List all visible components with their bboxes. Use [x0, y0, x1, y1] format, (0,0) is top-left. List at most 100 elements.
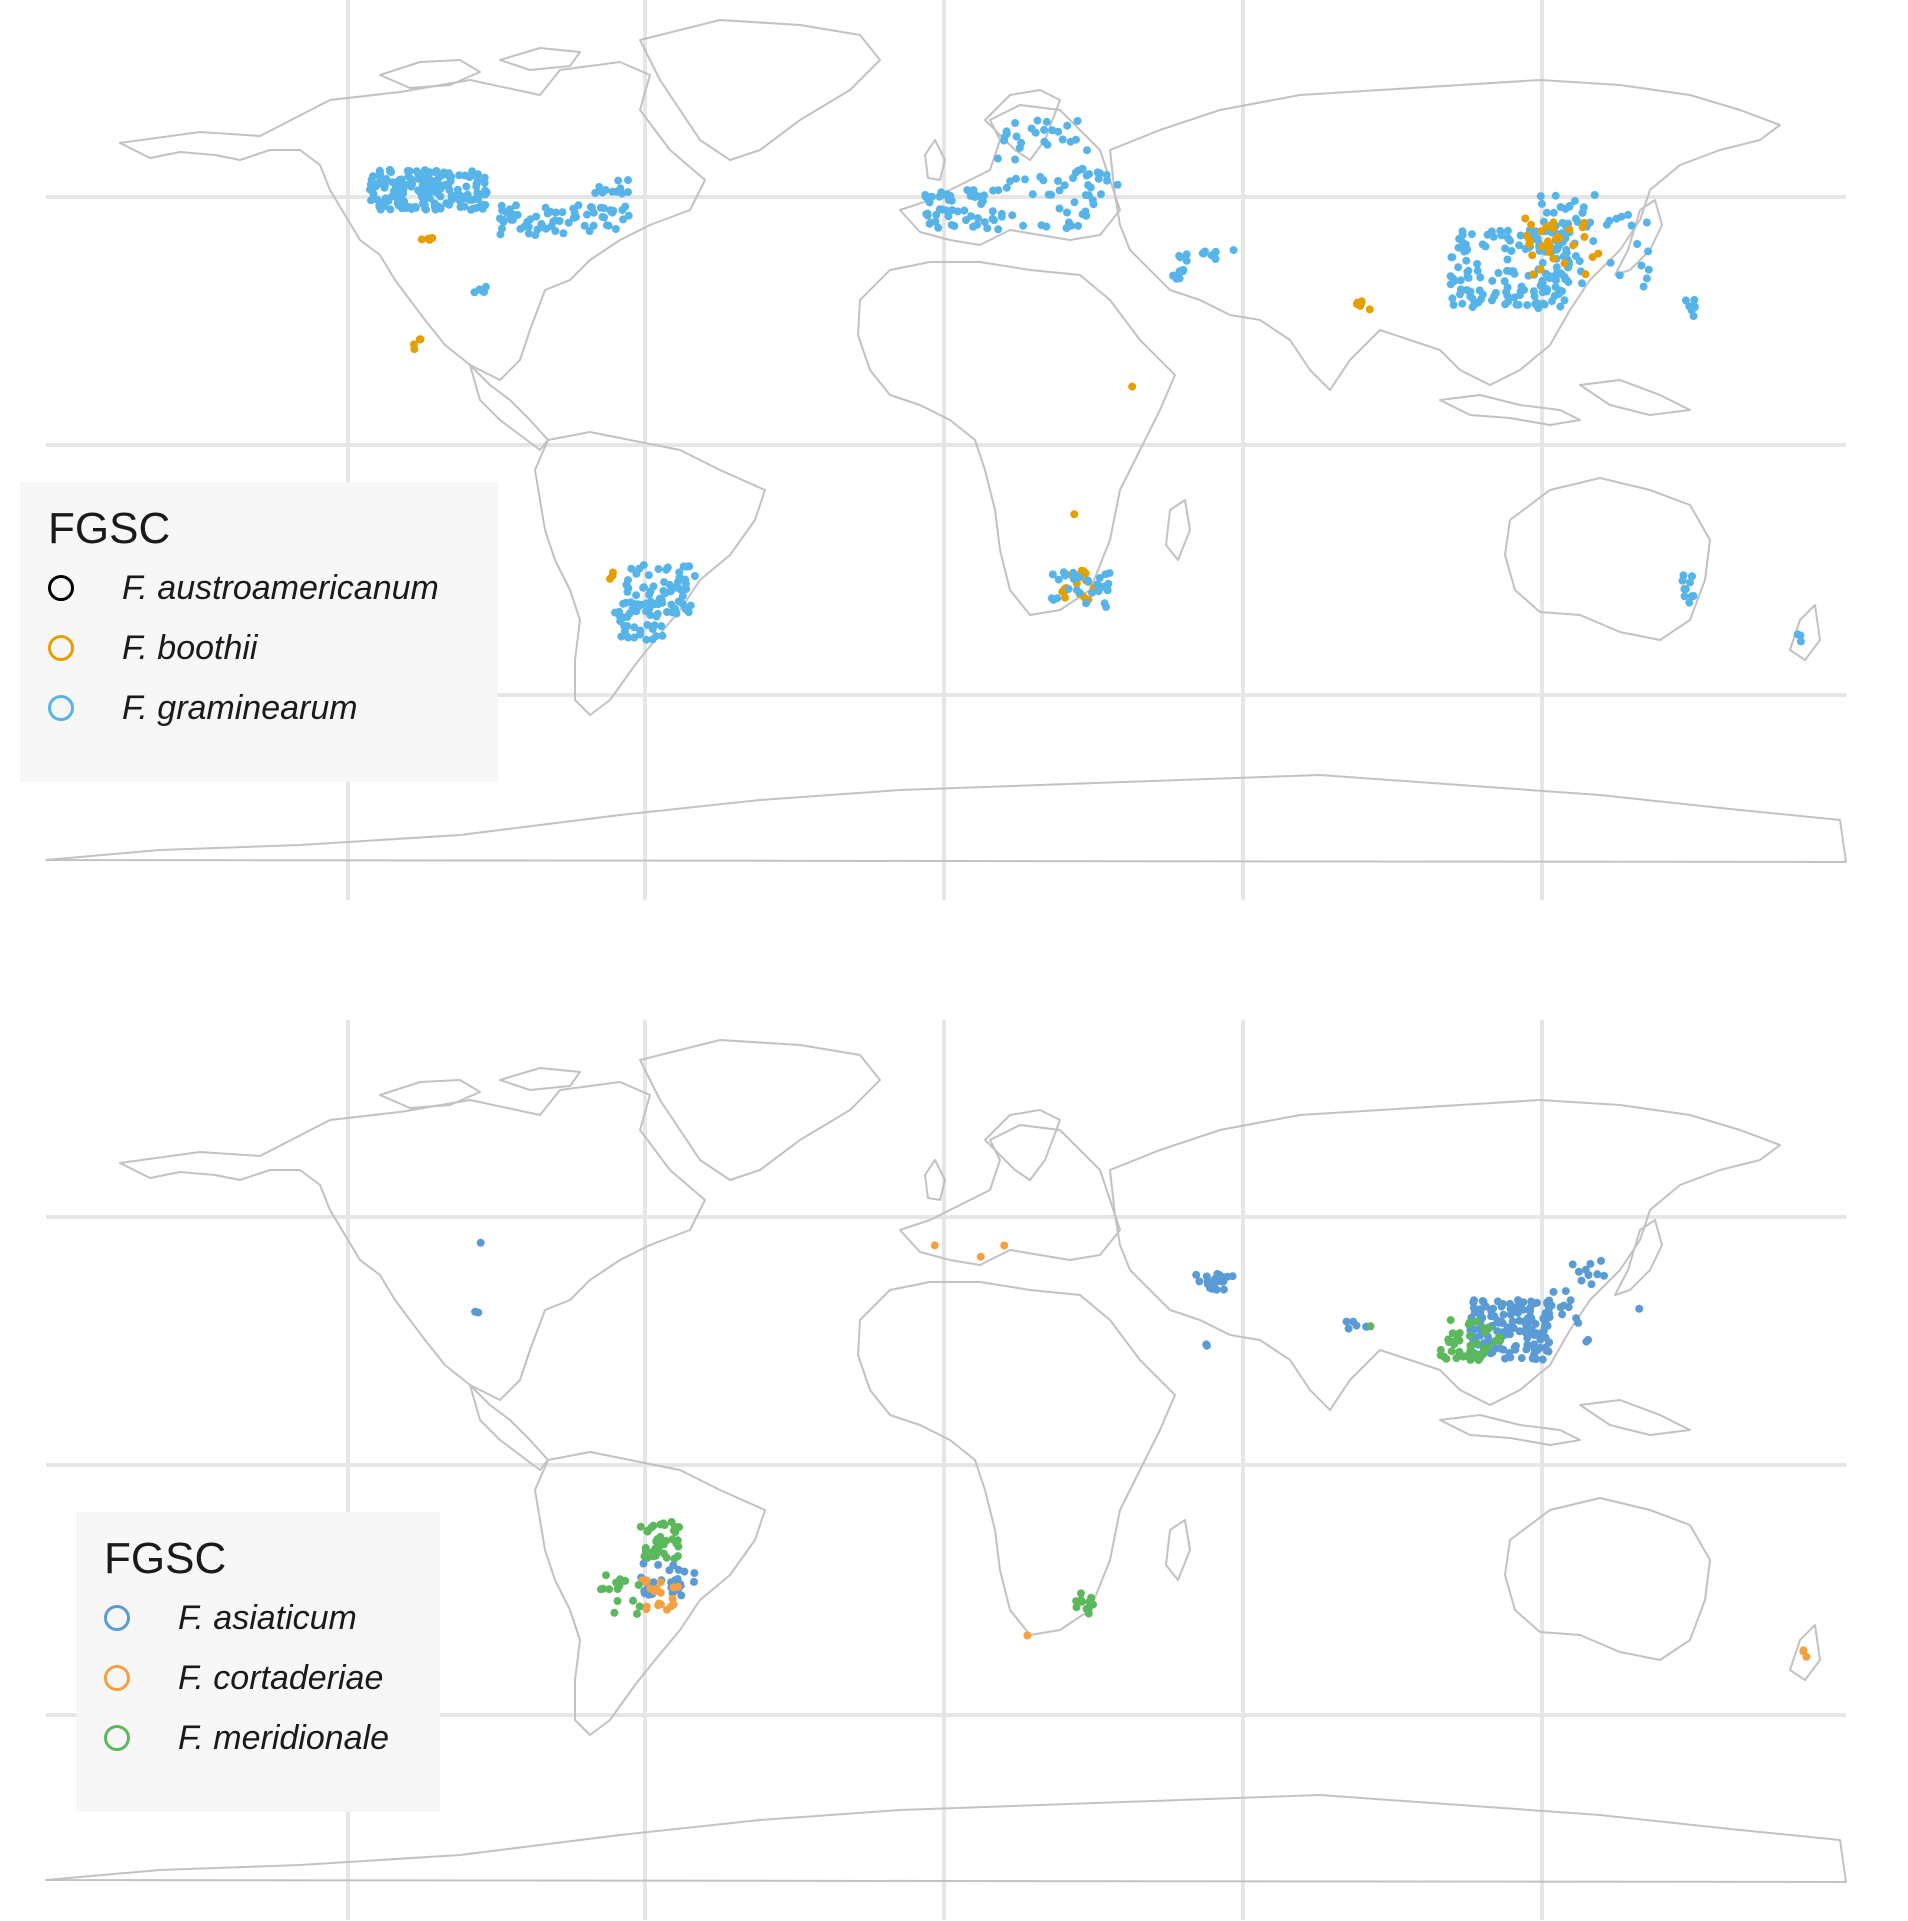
- occurrence-point: [417, 235, 426, 244]
- occurrence-point: [1681, 585, 1690, 594]
- occurrence-point: [1503, 283, 1512, 292]
- occurrence-point: [1541, 1309, 1550, 1318]
- occurrence-point: [642, 635, 651, 644]
- occurrence-point: [635, 1602, 644, 1611]
- occurrence-point: [1593, 1270, 1602, 1279]
- occurrence-point: [1011, 155, 1020, 164]
- occurrence-point: [395, 175, 404, 184]
- occurrence-point: [1633, 240, 1642, 248]
- occurrence-point: [622, 632, 631, 640]
- occurrence-point: [690, 1577, 698, 1586]
- circle-icon: [104, 1665, 130, 1691]
- occurrence-point: [1211, 247, 1220, 256]
- occurrence-point: [1070, 198, 1079, 207]
- occurrence-point: [524, 229, 533, 238]
- occurrence-point: [474, 1308, 483, 1317]
- map-panel-top: FGSC F. austroamericanum F. boothii F. g…: [0, 0, 1908, 900]
- occurrence-point: [569, 204, 578, 213]
- occurrence-point: [599, 204, 608, 213]
- occurrence-point: [453, 185, 462, 194]
- occurrence-point: [648, 625, 657, 633]
- occurrence-point: [658, 631, 667, 640]
- occurrence-point: [429, 187, 438, 196]
- occurrence-point: [1508, 1317, 1517, 1326]
- occurrence-point: [1073, 117, 1082, 125]
- occurrence-point: [657, 598, 666, 606]
- occurrence-point: [668, 1594, 677, 1603]
- occurrence-point: [425, 194, 434, 203]
- occurrence-point: [1042, 222, 1051, 231]
- occurrence-point: [386, 205, 395, 214]
- occurrence-point: [626, 598, 635, 607]
- occurrence-point: [640, 1552, 649, 1561]
- occurrence-point: [1178, 267, 1187, 276]
- occurrence-point: [634, 603, 642, 612]
- occurrence-point: [667, 1602, 676, 1611]
- occurrence-point: [468, 167, 477, 176]
- occurrence-point: [610, 1608, 619, 1617]
- occurrence-point: [1561, 204, 1570, 213]
- occurrence-point: [671, 583, 680, 592]
- occurrence-point: [1642, 218, 1651, 227]
- occurrence-point: [1562, 245, 1571, 254]
- legend-label: F. graminearum: [122, 688, 358, 727]
- occurrence-point: [1586, 218, 1595, 227]
- occurrence-point: [1061, 593, 1069, 602]
- occurrence-point: [1802, 1652, 1811, 1661]
- occurrence-point: [436, 192, 445, 201]
- occurrence-point: [447, 172, 456, 181]
- occurrence-point: [1637, 261, 1646, 270]
- occurrence-point: [654, 1601, 663, 1610]
- occurrence-point: [1687, 592, 1696, 601]
- occurrence-point: [1560, 296, 1569, 305]
- occurrence-point: [662, 1553, 671, 1562]
- occurrence-point: [950, 222, 959, 230]
- occurrence-point: [642, 607, 650, 616]
- occurrence-point: [930, 1241, 939, 1250]
- occurrence-point: [1063, 121, 1072, 130]
- occurrence-point: [644, 571, 653, 580]
- occurrence-point: [619, 599, 628, 608]
- occurrence-point: [1548, 297, 1556, 306]
- occurrence-point: [1553, 267, 1562, 276]
- occurrence-point: [944, 212, 953, 221]
- occurrence-point: [434, 202, 443, 211]
- occurrence-point: [1796, 631, 1805, 640]
- occurrence-point: [1055, 186, 1064, 195]
- occurrence-point: [462, 182, 471, 191]
- occurrence-point: [1439, 1352, 1448, 1361]
- occurrence-point: [627, 564, 636, 573]
- occurrence-point: [1549, 254, 1558, 263]
- occurrence-point: [541, 203, 550, 212]
- occurrence-point: [447, 194, 456, 203]
- occurrence-point: [1490, 292, 1498, 301]
- occurrence-point: [1082, 599, 1091, 608]
- occurrence-point: [1504, 297, 1513, 306]
- occurrence-point: [1527, 220, 1536, 229]
- occurrence-point: [1454, 263, 1463, 272]
- legend-label: F. meridionale: [178, 1718, 390, 1757]
- occurrence-point: [423, 178, 432, 187]
- occurrence-point: [1542, 208, 1551, 217]
- occurrence-point: [1000, 1241, 1009, 1250]
- occurrence-point: [1102, 171, 1111, 179]
- occurrence-point: [690, 1569, 699, 1578]
- occurrence-point: [1212, 1285, 1221, 1294]
- occurrence-point: [1002, 127, 1011, 136]
- occurrence-point: [1546, 272, 1555, 281]
- occurrence-point: [980, 218, 989, 227]
- occurrence-point: [1048, 126, 1057, 135]
- occurrence-point: [1489, 232, 1498, 241]
- occurrence-point: [1478, 290, 1487, 299]
- occurrence-point: [1464, 273, 1473, 282]
- occurrence-point: [1044, 190, 1053, 199]
- legend-item-meridionale: F. meridionale: [104, 1714, 389, 1762]
- occurrence-point: [1054, 575, 1063, 584]
- occurrence-point: [1229, 246, 1238, 255]
- occurrence-point: [1496, 1344, 1505, 1353]
- occurrence-point: [653, 609, 662, 618]
- occurrence-point: [623, 587, 632, 596]
- occurrence-point: [1175, 274, 1184, 283]
- occurrence-point: [1580, 232, 1589, 241]
- occurrence-point: [1644, 247, 1653, 256]
